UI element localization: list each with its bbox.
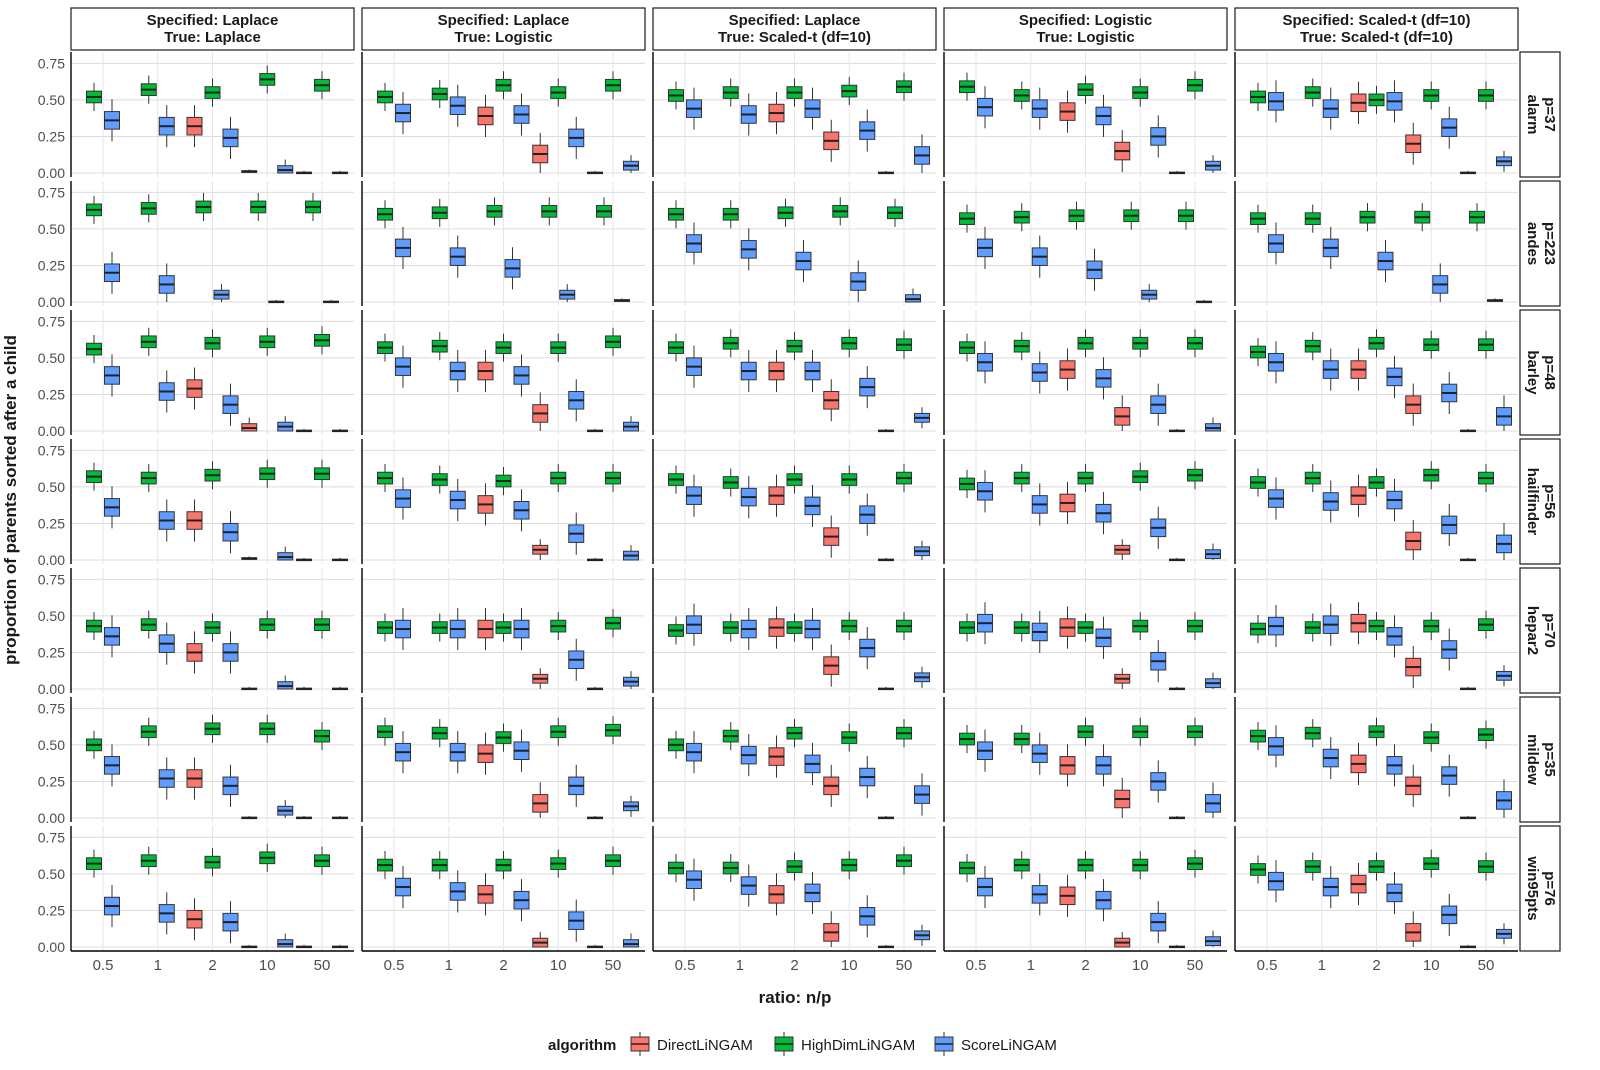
x-tick-label: 50	[896, 957, 913, 974]
row-strip-title: win95pts	[1524, 855, 1541, 920]
row-strip-title: andes	[1524, 222, 1541, 265]
row-strip-title: hepar2	[1524, 606, 1541, 655]
y-tick-label: 0.75	[38, 571, 65, 587]
y-tick-label: 0.00	[38, 165, 65, 181]
row-strip	[1519, 180, 1561, 307]
y-tick-label: 0.75	[38, 442, 65, 458]
x-tick-label: 1	[154, 957, 162, 974]
row-strip-subtitle: p=70	[1541, 613, 1558, 648]
y-tick-label: 0.50	[38, 221, 65, 237]
x-tick-label: 2	[208, 957, 216, 974]
x-tick-label: 0.5	[93, 957, 114, 974]
row-strip	[1519, 567, 1561, 694]
column-strip-subtitle: True: Logistic	[1036, 29, 1134, 46]
column-strip	[1234, 7, 1519, 51]
row-strip-title: barley	[1524, 350, 1541, 395]
column-strip-subtitle: True: Scaled-t (df=10)	[1300, 29, 1453, 46]
row-strip-subtitle: p=35	[1541, 742, 1558, 777]
row-strip	[1519, 51, 1561, 178]
y-tick-label: 0.50	[38, 92, 65, 108]
x-tick-label: 1	[445, 957, 453, 974]
y-tick-label: 0.25	[38, 386, 65, 402]
column-strip	[361, 7, 646, 51]
x-tick-label: 0.5	[1257, 957, 1278, 974]
x-tick-label: 2	[790, 957, 798, 974]
x-tick-label: 2	[1372, 957, 1380, 974]
y-tick-label: 0.50	[38, 479, 65, 495]
x-tick-label: 2	[1081, 957, 1089, 974]
legend-entry-label: DirectLiNGAM	[657, 1037, 753, 1054]
y-tick-label: 0.00	[38, 939, 65, 955]
column-strip-subtitle: True: Scaled-t (df=10)	[718, 29, 871, 46]
legend-entry-label: ScoreLiNGAM	[961, 1037, 1057, 1054]
y-tick-label: 0.50	[38, 350, 65, 366]
y-tick-label: 0.00	[38, 552, 65, 568]
y-tick-label: 0.75	[38, 700, 65, 716]
row-strip-subtitle: p=76	[1541, 871, 1558, 906]
y-tick-label: 0.75	[38, 184, 65, 200]
column-strip-title: Specified: Laplace	[438, 12, 570, 29]
y-tick-label: 0.00	[38, 423, 65, 439]
x-tick-label: 10	[550, 957, 567, 974]
x-tick-label: 0.5	[384, 957, 405, 974]
row-strip	[1519, 309, 1561, 436]
x-tick-label: 10	[259, 957, 276, 974]
x-tick-label: 2	[499, 957, 507, 974]
y-tick-label: 0.75	[38, 313, 65, 329]
column-strip-subtitle: True: Laplace	[164, 29, 261, 46]
y-tick-label: 0.50	[38, 866, 65, 882]
y-tick-label: 0.25	[38, 515, 65, 531]
y-tick-label: 0.25	[38, 257, 65, 273]
y-tick-label: 0.75	[38, 829, 65, 845]
y-tick-label: 0.00	[38, 294, 65, 310]
column-strip-title: Specified: Laplace	[147, 12, 279, 29]
x-tick-label: 10	[1132, 957, 1149, 974]
y-tick-label: 0.25	[38, 902, 65, 918]
row-strip-subtitle: p=223	[1541, 222, 1558, 265]
x-tick-label: 50	[605, 957, 622, 974]
y-axis-title: proportion of parents sorted after a chi…	[1, 335, 20, 665]
x-tick-label: 10	[1423, 957, 1440, 974]
column-strip-title: Specified: Logistic	[1019, 12, 1152, 29]
x-tick-label: 50	[314, 957, 331, 974]
column-strip	[70, 7, 355, 51]
x-tick-label: 1	[736, 957, 744, 974]
x-tick-label: 0.5	[675, 957, 696, 974]
y-tick-label: 0.50	[38, 608, 65, 624]
y-tick-label: 0.00	[38, 810, 65, 826]
y-tick-label: 0.25	[38, 644, 65, 660]
column-strip-title: Specified: Laplace	[729, 12, 861, 29]
y-tick-label: 0.00	[38, 681, 65, 697]
x-tick-label: 1	[1027, 957, 1035, 974]
x-tick-label: 0.5	[966, 957, 987, 974]
row-strip-title: hailfinder	[1524, 468, 1541, 536]
y-tick-label: 0.25	[38, 128, 65, 144]
row-strip-title: alarm	[1524, 94, 1541, 134]
x-axis-title: ratio: n/p	[759, 988, 832, 1007]
legend-title: algorithm	[548, 1037, 616, 1054]
row-strip-subtitle: p=56	[1541, 484, 1558, 519]
row-strip	[1519, 825, 1561, 952]
legend-entry-label: HighDimLiNGAM	[801, 1037, 915, 1054]
row-strip	[1519, 696, 1561, 823]
y-tick-label: 0.50	[38, 737, 65, 753]
y-tick-label: 0.75	[38, 55, 65, 71]
column-strip	[943, 7, 1228, 51]
row-strip-subtitle: p=37	[1541, 97, 1558, 132]
x-tick-label: 1	[1318, 957, 1326, 974]
column-strip-subtitle: True: Logistic	[454, 29, 552, 46]
x-tick-label: 50	[1187, 957, 1204, 974]
x-tick-label: 50	[1478, 957, 1495, 974]
y-tick-label: 0.25	[38, 773, 65, 789]
row-strip-subtitle: p=48	[1541, 355, 1558, 390]
x-tick-label: 10	[841, 957, 858, 974]
row-strip-title: mildew	[1524, 734, 1541, 785]
row-strip	[1519, 438, 1561, 565]
column-strip-title: Specified: Scaled-t (df=10)	[1283, 12, 1471, 29]
column-strip	[652, 7, 937, 51]
